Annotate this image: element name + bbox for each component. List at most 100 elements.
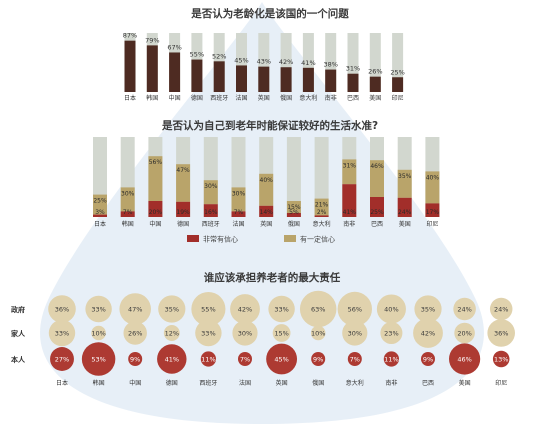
c3-tick-label-法国: 法国: [239, 379, 251, 387]
c2-label-very-德国: 19%: [176, 209, 190, 216]
c3-value-label-本人-西班牙: 11%: [201, 356, 215, 364]
c1-bar-bg-巴西: [347, 33, 359, 92]
c3-bubble-政府-英国: [268, 295, 295, 323]
c3-bubble-本人-西班牙: [200, 351, 217, 367]
c2-bar-bg-意大利: [314, 137, 329, 217]
c3-value-label-政府-巴西: 35%: [421, 306, 435, 314]
c1-value-label-英国: 43%: [257, 58, 271, 66]
c3-value-label-家人-中国: 26%: [128, 330, 142, 338]
c3-tick-label-韩国: 韩国: [93, 379, 105, 387]
chart1-title: 是否认为老龄化是该国的一个问题: [190, 7, 349, 20]
c2-bar-very-中国: [148, 201, 163, 217]
c2-bar-somewhat-意大利: [314, 198, 329, 216]
c2-bar-very-俄国: [286, 213, 301, 217]
c3-bubble-本人-韩国: [81, 342, 116, 376]
c3-value-label-政府-法国: 42%: [238, 306, 252, 314]
c2-bar-very-法国: [231, 211, 246, 217]
c2-bar-somewhat-印尼: [425, 171, 440, 204]
c2-bar-very-日本: [93, 214, 107, 217]
c3-bubble-政府-印尼: [489, 297, 513, 321]
c2-tick-label-俄国: 俄国: [288, 220, 300, 228]
c1-value-label-法国: 45%: [234, 56, 248, 64]
c3-bubble-政府-韩国: [85, 295, 112, 323]
c1-bar-中国: [169, 52, 181, 92]
c2-label-very-巴西: 25%: [370, 209, 384, 216]
c3-bubble-政府-美国: [453, 297, 476, 321]
c3-tick-label-德国: 德国: [166, 379, 178, 387]
c1-bar-巴西: [347, 73, 359, 92]
c3-bubble-本人-巴西: [421, 352, 435, 366]
c3-bubble-政府-中国: [119, 293, 151, 325]
c2-tick-label-印尼: 印尼: [426, 221, 438, 228]
c2-label-very-中国: 20%: [149, 209, 163, 216]
c2-bar-somewhat-南非: [342, 159, 357, 185]
c3-value-label-政府-中国: 47%: [128, 306, 142, 314]
c3-value-label-家人-巴西: 42%: [421, 330, 435, 338]
c3-value-label-本人-韩国: 53%: [91, 356, 105, 364]
c3-value-label-家人-法国: 30%: [238, 330, 252, 338]
c3-value-label-本人-日本: 27%: [55, 356, 69, 364]
c3-value-label-本人-俄国: 9%: [313, 356, 323, 364]
c1-tick-label-德国: 德国: [191, 94, 203, 102]
c1-bar-bg-俄国: [280, 33, 292, 92]
c3-value-label-政府-美国: 24%: [457, 306, 471, 314]
c2-label-somewhat-韩国: 30%: [121, 190, 135, 197]
c2-bar-very-美国: [397, 197, 412, 217]
c2-bar-very-英国: [259, 205, 274, 217]
c3-tick-label-意大利: 意大利: [346, 379, 364, 387]
c2-label-very-韩国: 7%: [123, 209, 133, 216]
c3-bubble-本人-南非: [383, 351, 400, 367]
c2-bar-somewhat-日本: [93, 194, 107, 215]
c2-bar-very-德国: [176, 201, 191, 217]
c1-bar-印尼: [392, 77, 404, 92]
c1-value-label-印尼: 25%: [390, 68, 404, 76]
c1-tick-label-法国: 法国: [235, 94, 247, 102]
c3-value-label-家人-韩国: 10%: [91, 330, 105, 338]
c3-value-label-本人-巴西: 9%: [423, 356, 433, 364]
c2-label-somewhat-德国: 47%: [176, 167, 190, 174]
c3-value-label-政府-德国: 35%: [165, 306, 179, 314]
c3-bubble-本人-中国: [128, 352, 143, 366]
c2-bar-somewhat-中国: [148, 156, 163, 201]
c1-value-label-德国: 55%: [190, 51, 204, 59]
c3-value-label-本人-英国: 45%: [274, 356, 288, 364]
c3-tick-label-印尼: 印尼: [495, 380, 507, 387]
c2-label-very-美国: 24%: [398, 209, 412, 216]
c3-value-label-政府-意大利: 56%: [348, 306, 362, 314]
c3-row-label-本人: 本人: [10, 355, 26, 364]
c3-value-label-本人-印尼: 13%: [494, 356, 508, 364]
c2-label-somewhat-俄国: 15%: [287, 204, 301, 211]
legend-label-very-confident: 非常有信心: [203, 235, 238, 244]
c2-tick-label-中国: 中国: [149, 220, 161, 228]
c2-label-somewhat-美国: 35%: [398, 173, 412, 180]
c3-tick-label-俄国: 俄国: [312, 379, 324, 387]
c1-value-label-意大利: 41%: [301, 59, 315, 67]
c3-bubble-家人-美国: [454, 322, 475, 344]
c1-value-label-日本: 87%: [123, 32, 137, 40]
c2-label-somewhat-中国: 56%: [149, 159, 163, 166]
c3-bubble-政府-巴西: [414, 295, 442, 323]
c1-value-label-西班牙: 52%: [212, 52, 226, 60]
c2-bar-very-意大利: [314, 215, 329, 217]
c3-value-label-政府-西班牙: 55%: [201, 306, 215, 314]
c3-bubble-本人-美国: [449, 343, 481, 375]
c3-value-label-政府-印尼: 24%: [494, 306, 508, 314]
c2-bar-very-印尼: [425, 203, 440, 217]
c3-bubble-本人-俄国: [311, 352, 326, 366]
chart3-responsibility: 政府 36% 33% 47% 35% 55% 42% 33% 63% 56% 40% 35% 24% 24…: [10, 290, 515, 387]
c3-bubble-政府-南非: [376, 294, 406, 324]
c2-label-somewhat-英国: 40%: [260, 177, 274, 184]
c2-label-very-日本: 3%: [95, 209, 105, 216]
c1-bar-南非: [325, 69, 337, 92]
c3-bubble-本人-法国: [238, 352, 252, 366]
c1-tick-label-美国: 美国: [369, 94, 381, 102]
c3-value-label-家人-意大利: 30%: [348, 330, 362, 338]
c2-label-somewhat-南非: 31%: [343, 162, 357, 169]
c3-tick-label-英国: 英国: [276, 379, 288, 387]
c3-value-label-本人-中国: 9%: [130, 356, 140, 364]
c1-bar-日本: [124, 40, 136, 92]
c3-row-label-家人: 家人: [11, 329, 26, 338]
c3-bubble-家人-意大利: [342, 320, 368, 346]
c3-bubble-家人-法国: [232, 320, 258, 346]
c2-label-very-西班牙: 16%: [204, 209, 218, 216]
